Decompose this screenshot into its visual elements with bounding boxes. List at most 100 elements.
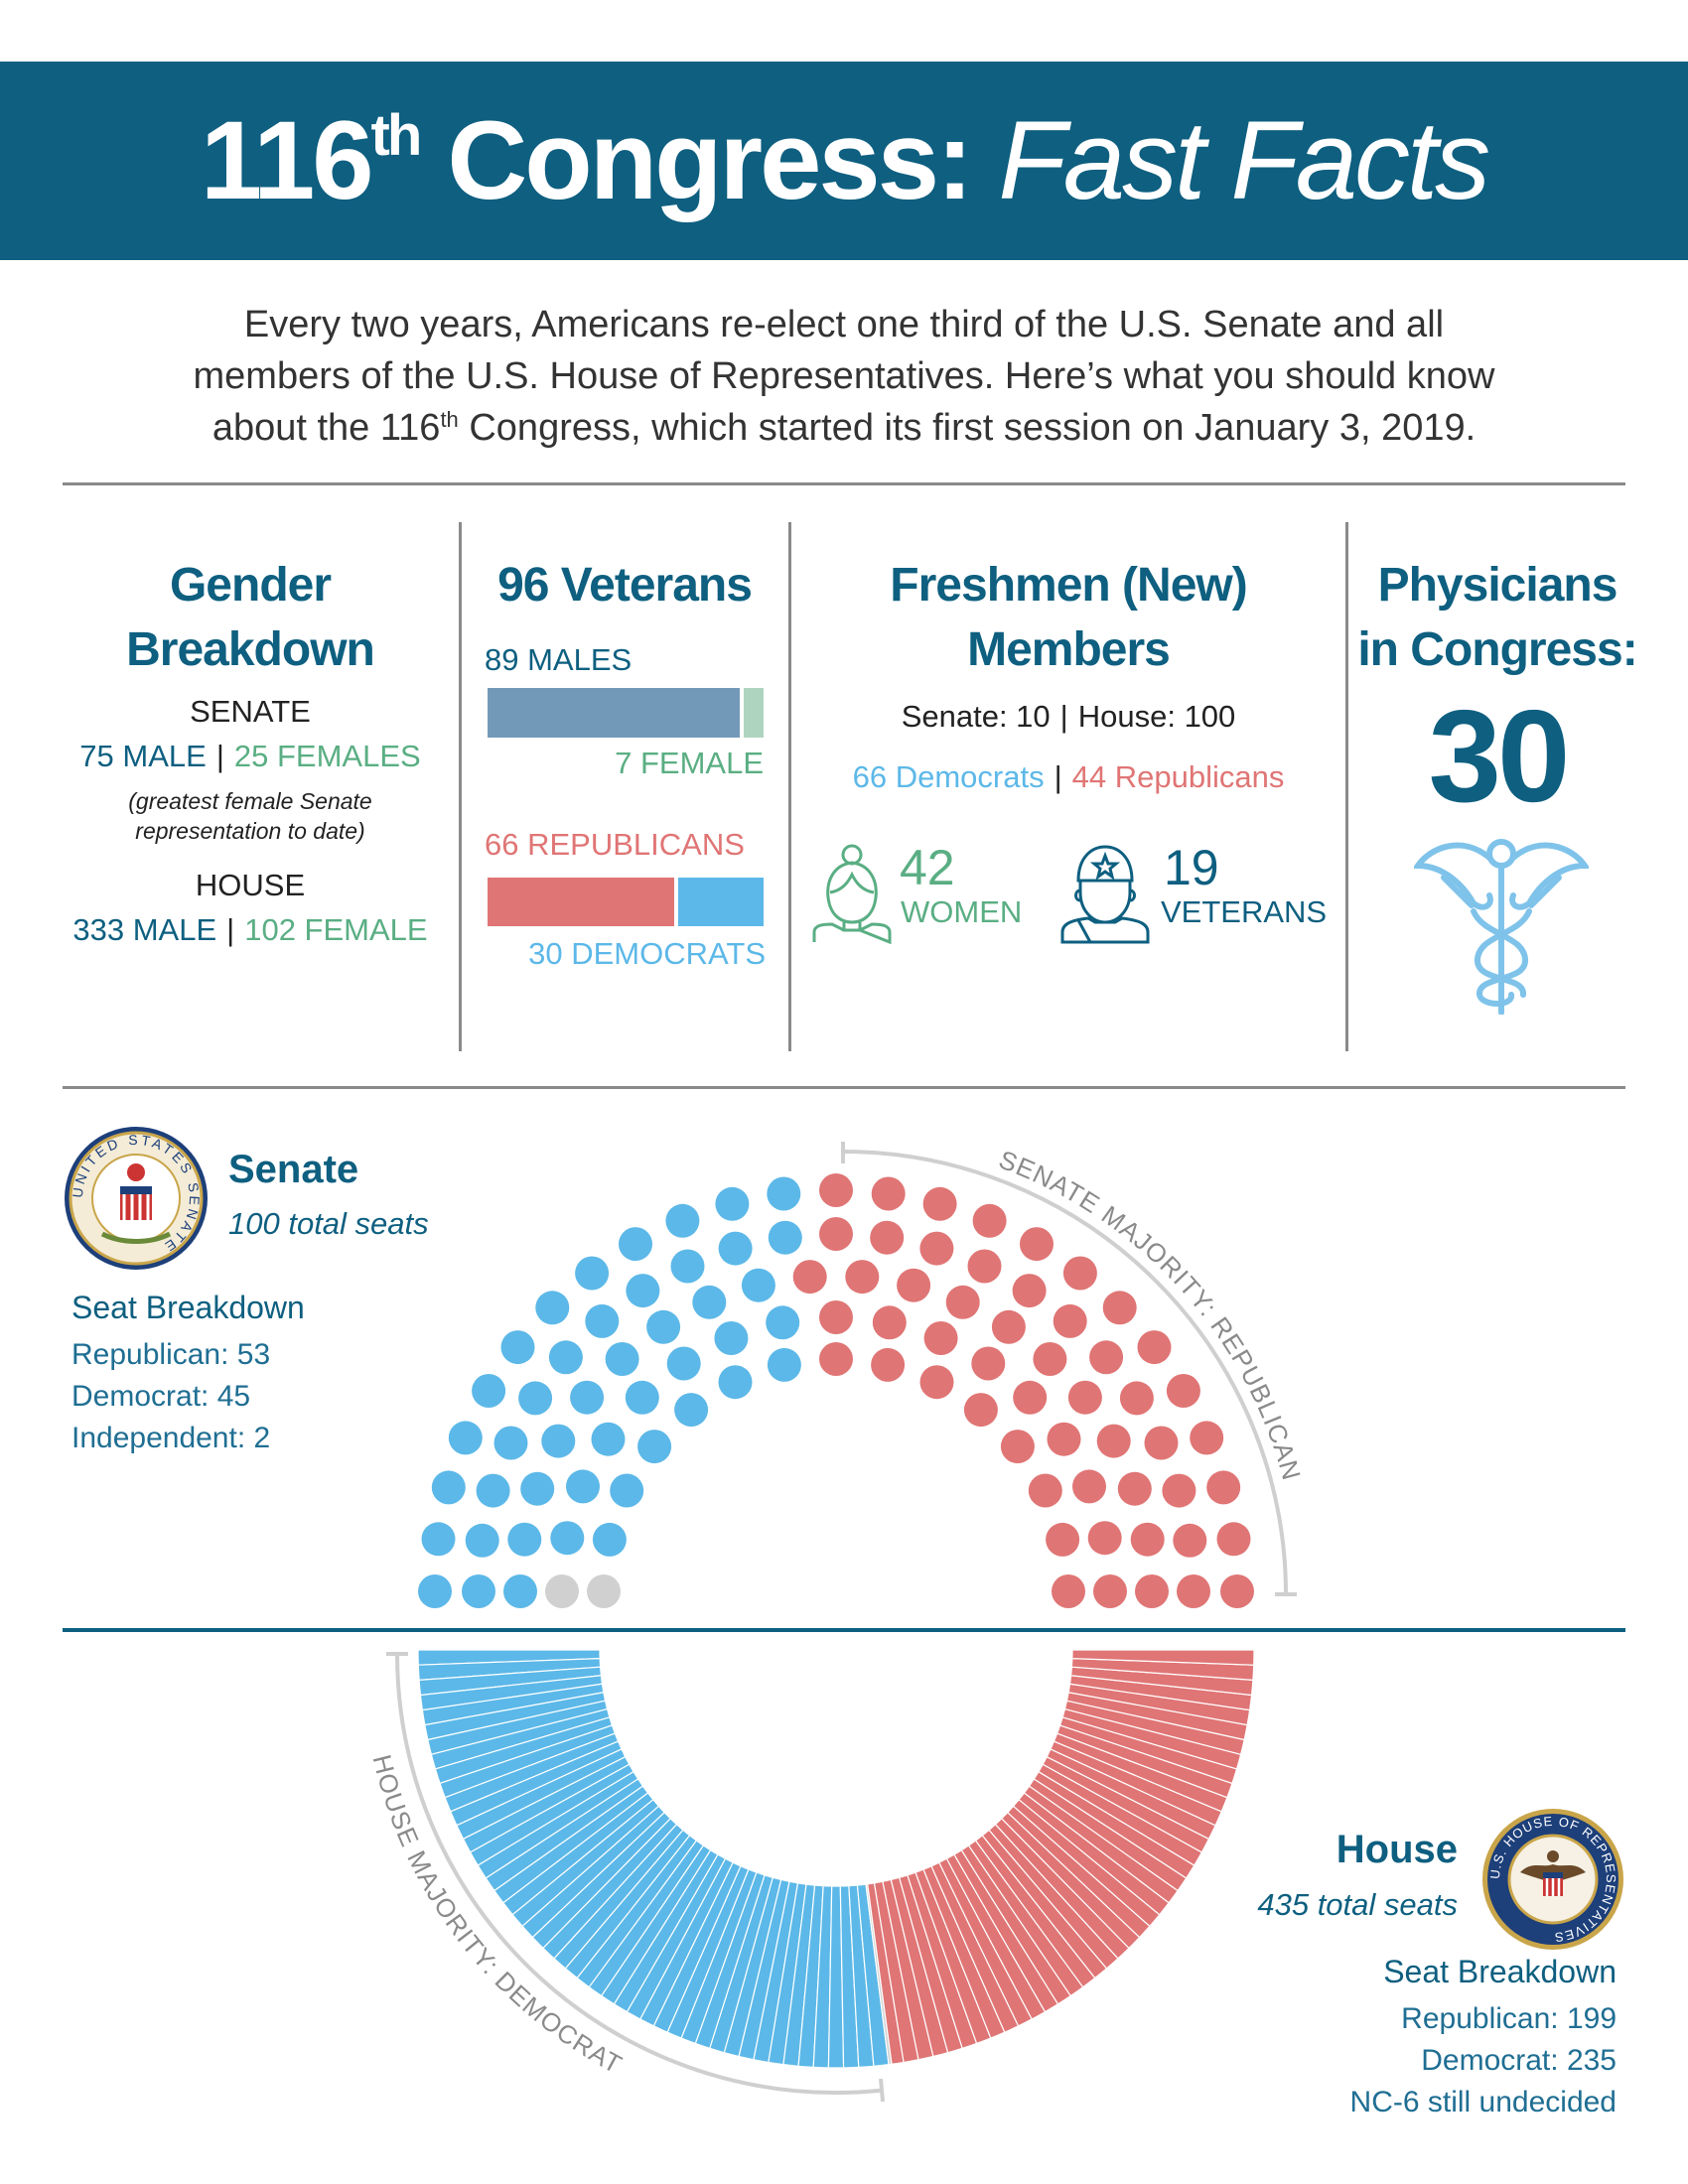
senate-seat-democrat bbox=[714, 1321, 749, 1355]
separator: | bbox=[1054, 759, 1062, 794]
title-superscript: th bbox=[370, 103, 423, 168]
senate-seat-democrat bbox=[674, 1393, 709, 1428]
intro-line-3: about the 116th Congress, which started … bbox=[0, 405, 1688, 451]
senate-seat-republican bbox=[991, 1309, 1026, 1344]
freshmen-veterans-count: 19 bbox=[1164, 840, 1219, 895]
veterans-male-bar bbox=[488, 688, 741, 738]
title-main: Congress: bbox=[419, 98, 999, 222]
freshmen-veterans-label: VETERANS bbox=[1161, 894, 1328, 929]
senate-seat-republican bbox=[871, 1176, 906, 1211]
physicians-title: in Congress: bbox=[1357, 623, 1637, 676]
senate-seat-republican bbox=[1119, 1381, 1154, 1416]
veterans-female-bar bbox=[744, 688, 764, 738]
senate-seat-democrat bbox=[585, 1303, 620, 1338]
senate-breakdown-independent: Independent: 2 bbox=[71, 1422, 271, 1454]
senate-seat-democrat bbox=[493, 1426, 528, 1460]
senate-seat-democrat bbox=[610, 1473, 644, 1508]
senate-seat-republican bbox=[919, 1365, 954, 1400]
senate-title: Senate bbox=[228, 1148, 359, 1191]
house-seal: U.S. HOUSE OF REPRESENTATIVES bbox=[1482, 1809, 1623, 1950]
house-label: HOUSE bbox=[195, 868, 306, 902]
senate-seat-republican bbox=[1096, 1424, 1131, 1458]
house-breakdown-democrat: Democrat: 235 bbox=[1421, 2044, 1617, 2077]
senate-seat-republican bbox=[1020, 1227, 1054, 1262]
senate-seat-republican bbox=[819, 1342, 853, 1376]
senate-seat-democrat bbox=[448, 1421, 483, 1455]
title-italic: Fast Facts bbox=[998, 98, 1490, 222]
senate-seat-republican bbox=[872, 1305, 907, 1340]
senate-seat-democrat bbox=[476, 1473, 510, 1508]
title-banner bbox=[0, 62, 1688, 260]
senate-seat-republican bbox=[1220, 1574, 1254, 1608]
senate-majority-bracket bbox=[842, 1150, 1288, 1595]
senate-seat-democrat bbox=[548, 1340, 583, 1375]
senate-seat-democrat bbox=[626, 1274, 660, 1308]
senate-seat-republican bbox=[923, 1321, 958, 1355]
house-female: 102 FEMALE bbox=[244, 912, 428, 947]
senate-seat-republican bbox=[1177, 1574, 1210, 1608]
column-divider bbox=[1345, 522, 1348, 1051]
senate-seat-republican bbox=[1046, 1522, 1080, 1557]
senate-seat-democrat bbox=[718, 1231, 753, 1266]
senate-seat-democrat bbox=[592, 1522, 627, 1557]
senate-seat-republican bbox=[963, 1393, 998, 1428]
senate-seat-democrat bbox=[718, 1365, 753, 1400]
separator: | bbox=[226, 912, 235, 947]
senate-seat-republican bbox=[1013, 1380, 1048, 1415]
senate-seat-chart bbox=[418, 1173, 1254, 1608]
senate-breakdown-title: Seat Breakdown bbox=[71, 1290, 305, 1325]
column-divider bbox=[788, 522, 791, 1051]
senate-seat-republican bbox=[1216, 1522, 1251, 1557]
senate-seat-democrat bbox=[431, 1470, 466, 1505]
senate-seat-democrat bbox=[520, 1471, 555, 1506]
senate-seal: UNITED STATES SENATE bbox=[65, 1127, 208, 1270]
house-breakdown-title: Seat Breakdown bbox=[1383, 1954, 1617, 1989]
senate-seat-republican bbox=[1072, 1469, 1106, 1504]
freshmen-title: Freshmen (New) bbox=[890, 559, 1247, 612]
freshmen-chambers: Senate: 10 | House: 100 bbox=[794, 698, 1342, 736]
senate-seat-republican bbox=[1206, 1470, 1241, 1505]
senate-seat-democrat bbox=[637, 1430, 672, 1464]
house-seat-chart bbox=[417, 1649, 1255, 2069]
senate-seat-republican bbox=[1089, 1340, 1124, 1375]
senate-seat-democrat bbox=[741, 1268, 775, 1302]
senate-seat-democrat bbox=[503, 1574, 537, 1608]
senate-seat-democrat bbox=[541, 1424, 576, 1458]
senate-seat-republican bbox=[871, 1347, 906, 1382]
senate-note: (greatest female Senate representation to… bbox=[52, 786, 449, 846]
senate-seat-democrat bbox=[767, 1176, 801, 1211]
senate-seat-republican bbox=[1166, 1374, 1200, 1408]
senate-seat-republican bbox=[1033, 1342, 1067, 1376]
senate-gender-row: 75 MALE | 25 FEMALES bbox=[52, 738, 449, 775]
house-male: 333 MALE bbox=[72, 912, 217, 947]
senate-seat-democrat bbox=[665, 1203, 700, 1238]
chamber-divider bbox=[63, 1628, 1625, 1632]
veterans-republican-bar bbox=[488, 878, 675, 926]
separator: | bbox=[215, 739, 224, 773]
house-subtitle: 435 total seats bbox=[1257, 1887, 1458, 1922]
senate-breakdown-democrat: Democrat: 45 bbox=[71, 1380, 251, 1413]
freshmen-parties: 66 Democrats | 44 Republicans bbox=[794, 758, 1342, 796]
senate-seat-independent bbox=[587, 1574, 621, 1608]
soldier-icon bbox=[1060, 845, 1150, 944]
senate-seat-republican bbox=[967, 1249, 1002, 1284]
intro-line-2: members of the U.S. House of Representat… bbox=[193, 355, 1495, 397]
gender-title: Breakdown bbox=[126, 623, 375, 676]
senate-seat-democrat bbox=[566, 1469, 600, 1504]
senate-seat-republican bbox=[819, 1300, 853, 1334]
freshmen-democrats: 66 Democrats bbox=[852, 759, 1045, 794]
intro-superscript: th bbox=[440, 407, 459, 432]
page-title: 116th Congress: Fast Facts bbox=[0, 62, 1688, 260]
veterans-female-label: 7 FEMALE bbox=[615, 746, 764, 780]
senate-seat-democrat bbox=[465, 1523, 499, 1558]
senate-seat-republican bbox=[1062, 1256, 1097, 1291]
senate-seat-republican bbox=[1135, 1574, 1169, 1608]
physicians-title: Physicians bbox=[1377, 559, 1618, 612]
senate-seat-democrat bbox=[767, 1347, 801, 1382]
senate-seat-republican bbox=[1117, 1471, 1152, 1506]
house-title: House bbox=[1336, 1828, 1458, 1871]
senate-seat-democrat bbox=[421, 1522, 456, 1557]
senate-seat-republican bbox=[919, 1231, 954, 1266]
senate-seat-democrat bbox=[575, 1256, 610, 1291]
senate-seat-democrat bbox=[500, 1330, 535, 1365]
